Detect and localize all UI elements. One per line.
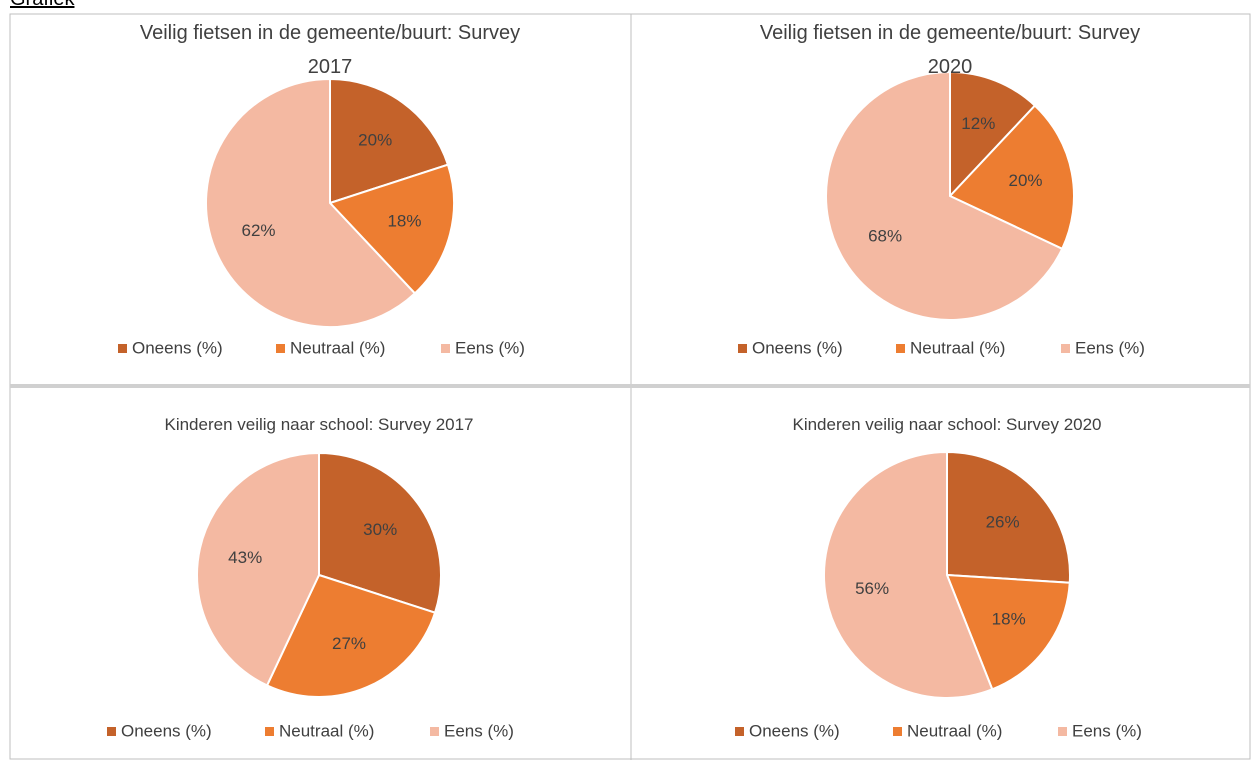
- data-label: 30%: [363, 520, 397, 539]
- legend-swatch: [738, 344, 747, 353]
- data-label: 56%: [855, 579, 889, 598]
- chart-title: Veilig fietsen in de gemeente/buurt: Sur…: [139, 22, 521, 78]
- legend-swatch: [118, 344, 127, 353]
- legend-label: Eens (%): [1072, 721, 1142, 740]
- legend-swatch: [430, 727, 439, 736]
- data-label: 26%: [986, 512, 1020, 531]
- data-label: 20%: [358, 130, 392, 149]
- legend-swatch: [441, 344, 450, 353]
- legend-label: Neutraal (%): [910, 338, 1005, 357]
- legend-label: Oneens (%): [749, 721, 840, 740]
- data-label: 27%: [332, 634, 366, 653]
- legend-label: Oneens (%): [752, 338, 843, 357]
- legend-label: Neutraal (%): [290, 338, 385, 357]
- legend-swatch: [107, 727, 116, 736]
- pie-slice: [205, 77, 417, 328]
- legend-label: Oneens (%): [132, 338, 223, 357]
- legend-label: Neutraal (%): [279, 721, 374, 740]
- pie-slice: [329, 77, 450, 205]
- pie-slice: [328, 163, 455, 295]
- chart-title: Kinderen veilig naar school: Survey 2017: [164, 415, 474, 434]
- data-label: 68%: [868, 227, 902, 246]
- legend-label: Eens (%): [444, 721, 514, 740]
- data-label: 18%: [992, 609, 1026, 628]
- legend-swatch: [276, 344, 285, 353]
- data-label: 62%: [242, 221, 276, 240]
- legend-swatch: [1061, 344, 1070, 353]
- legend-swatch: [735, 727, 744, 736]
- pie-slice: [196, 451, 320, 687]
- pie-slice: [945, 573, 1071, 691]
- pie-slice: [948, 104, 1075, 251]
- pie-slice: [949, 70, 1037, 199]
- legend-label: Oneens (%): [121, 721, 212, 740]
- legend-label: Eens (%): [1075, 338, 1145, 357]
- pie-slice: [946, 450, 1071, 584]
- pie-slice: [825, 70, 1064, 321]
- pie-slice: [822, 450, 994, 699]
- data-label: 20%: [1009, 171, 1043, 190]
- legend-label: Eens (%): [455, 338, 525, 357]
- chart-title: Kinderen veilig naar school: Survey 2020: [792, 415, 1102, 434]
- legend-swatch: [893, 727, 902, 736]
- legend-swatch: [896, 344, 905, 353]
- pie-slice: [318, 451, 442, 614]
- legend-swatch: [1058, 727, 1067, 736]
- chart-title: Veilig fietsen in de gemeente/buurt: Sur…: [759, 22, 1141, 78]
- data-label: 12%: [961, 114, 995, 133]
- legend-label: Neutraal (%): [907, 721, 1002, 740]
- data-label: 18%: [387, 212, 421, 231]
- pie-slice: [265, 573, 437, 698]
- heading: Grafiek: [10, 0, 74, 11]
- legend-swatch: [265, 727, 274, 736]
- data-label: 43%: [228, 548, 262, 567]
